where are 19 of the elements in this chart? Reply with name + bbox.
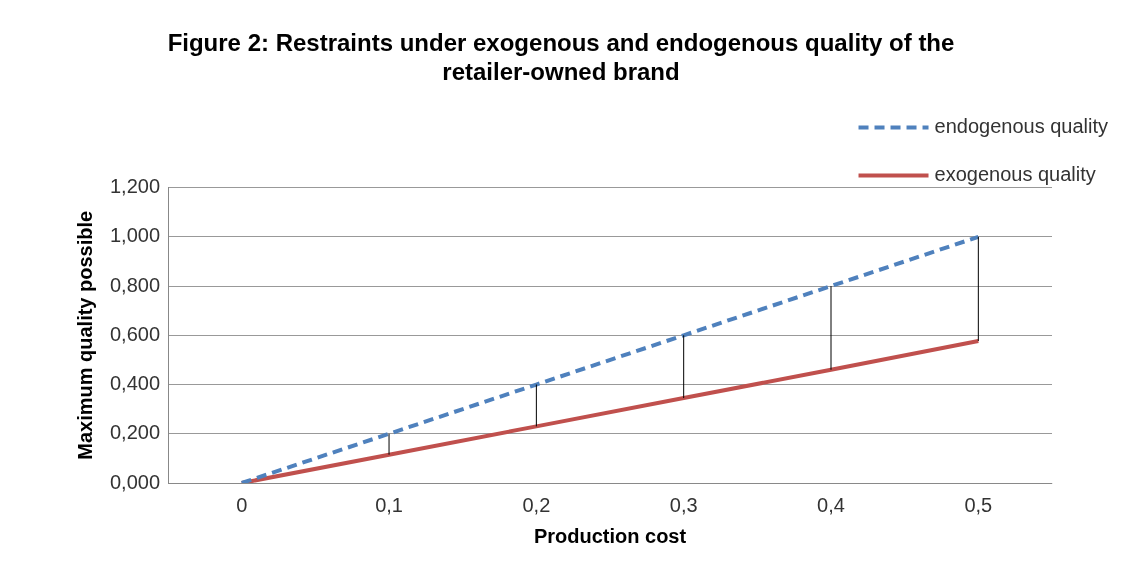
- x-tick-label: 0,1: [375, 493, 403, 516]
- y-tick-label: 0,600: [109, 322, 161, 345]
- y-tick-label: 0,000: [109, 470, 161, 493]
- legend-label: endogenous quality: [934, 115, 1109, 138]
- y-tick-label: 1,000: [109, 224, 161, 247]
- x-axis-title: Production cost: [533, 524, 687, 547]
- x-tick-label: 0: [236, 493, 248, 516]
- line-series: [239, 234, 981, 483]
- legend-label: exogenous quality: [934, 163, 1096, 186]
- x-tick-label: 0,4: [817, 493, 845, 516]
- x-tick-label: 0,2: [522, 493, 551, 516]
- y-tick-label: 0,400: [109, 372, 161, 395]
- y-tick-label: 0,200: [109, 421, 161, 444]
- chart-title: Figure 2: Restraints under exogenous and endogenous quality of the retailer-owned brand: [167, 29, 955, 85]
- x-tick-label: 0,5: [964, 493, 993, 516]
- y-tick-label: 0,800: [109, 273, 161, 296]
- y-axis-title: Maximum quality possible: [73, 210, 96, 460]
- x-tick-label: 0,3: [669, 493, 698, 516]
- y-tick-label: 1,200: [109, 175, 161, 198]
